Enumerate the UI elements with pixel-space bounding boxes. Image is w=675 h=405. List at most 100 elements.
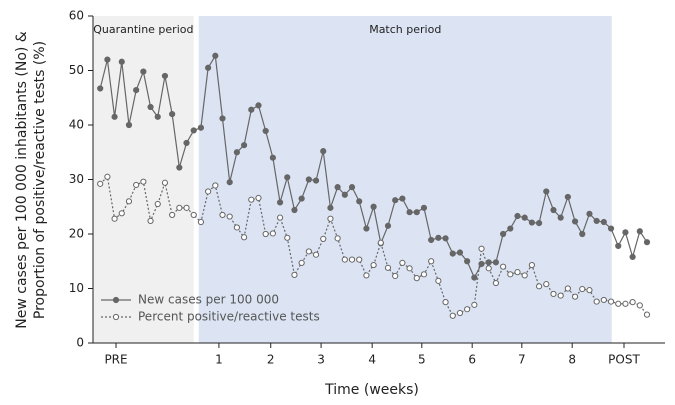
data-point — [485, 259, 492, 266]
data-point — [478, 245, 485, 252]
data-point — [392, 197, 399, 204]
period-label: Match period — [369, 23, 441, 36]
data-point — [636, 302, 643, 309]
data-point — [197, 124, 205, 131]
data-point — [291, 271, 298, 278]
data-point — [133, 181, 140, 189]
data-point — [622, 300, 629, 307]
data-point — [586, 287, 593, 294]
data-point — [348, 184, 356, 191]
data-point — [212, 52, 219, 59]
data-point — [564, 193, 571, 201]
x-tick-label: PRE — [104, 353, 127, 367]
data-point — [399, 195, 406, 202]
period-region — [198, 16, 612, 343]
data-point — [643, 311, 651, 318]
data-point — [442, 299, 449, 306]
data-point — [327, 204, 334, 211]
data-point — [507, 271, 514, 278]
data-point — [449, 250, 456, 257]
data-point — [636, 228, 643, 235]
data-point — [377, 239, 384, 246]
data-point — [291, 206, 298, 214]
data-point — [140, 178, 147, 185]
data-point — [341, 256, 348, 263]
data-point — [384, 264, 392, 271]
data-point — [255, 194, 262, 202]
legend-label: Percent positive/reactive tests — [138, 310, 320, 324]
data-point — [284, 234, 291, 241]
data-point — [161, 179, 169, 186]
data-point — [305, 176, 312, 183]
data-point — [169, 211, 176, 219]
data-point — [125, 121, 133, 129]
data-point — [593, 217, 600, 225]
data-point — [420, 271, 428, 278]
data-point — [190, 127, 197, 134]
data-point — [571, 293, 579, 300]
y-tick-label: 50 — [69, 63, 84, 77]
data-point — [298, 195, 305, 202]
data-point — [384, 222, 392, 229]
data-point — [507, 225, 514, 232]
data-point — [564, 285, 571, 292]
y-tick-label: 20 — [69, 227, 84, 241]
data-point — [284, 174, 291, 181]
data-point — [428, 258, 435, 265]
data-point — [205, 188, 212, 195]
data-point — [521, 214, 528, 221]
data-point — [622, 229, 629, 236]
data-point — [169, 111, 176, 118]
x-tick-label: 5 — [418, 353, 426, 367]
data-point — [334, 184, 341, 191]
x-tick-label: 8 — [568, 353, 576, 367]
data-point — [607, 298, 615, 305]
data-point — [579, 285, 586, 293]
data-point — [255, 102, 262, 109]
data-point — [276, 199, 284, 206]
data-point — [154, 113, 161, 120]
data-point — [528, 219, 535, 226]
data-point — [528, 261, 535, 269]
data-point — [104, 56, 111, 63]
data-point — [147, 217, 154, 225]
data-point — [500, 263, 507, 270]
y-tick-label: 0 — [76, 336, 84, 350]
period-label: Quarantine period — [93, 23, 193, 36]
data-point — [557, 214, 564, 221]
y-tick-label: 10 — [69, 281, 84, 295]
data-point — [550, 206, 557, 214]
data-point — [464, 258, 471, 265]
y-tick-label: 30 — [69, 172, 84, 186]
data-point — [643, 239, 651, 246]
data-point — [464, 306, 471, 313]
data-point — [240, 142, 248, 149]
data-point — [212, 182, 219, 189]
data-point — [579, 230, 586, 238]
data-point — [471, 301, 478, 308]
data-point — [176, 204, 183, 211]
x-tick-label: 1 — [215, 353, 223, 367]
data-point — [320, 148, 327, 155]
data-point — [176, 164, 183, 171]
legend-marker — [112, 296, 120, 304]
data-point — [500, 230, 507, 238]
data-point — [514, 269, 521, 276]
data-point — [521, 272, 528, 279]
x-tick-label: 2 — [267, 353, 275, 367]
data-point — [420, 204, 428, 211]
data-point — [161, 72, 169, 80]
y-axis-label: New cases per 100 000 inhabitants (No) & — [14, 31, 30, 329]
data-point — [219, 211, 226, 219]
data-point — [600, 296, 607, 304]
data-point — [327, 215, 334, 222]
data-point — [370, 261, 377, 269]
data-point — [615, 242, 622, 250]
data-point — [233, 149, 240, 156]
data-point — [535, 220, 543, 227]
legend-marker — [112, 313, 120, 321]
data-point — [593, 298, 600, 305]
data-point — [298, 259, 305, 266]
data-point — [262, 230, 269, 238]
x-axis-label: Time (weeks) — [324, 382, 419, 398]
